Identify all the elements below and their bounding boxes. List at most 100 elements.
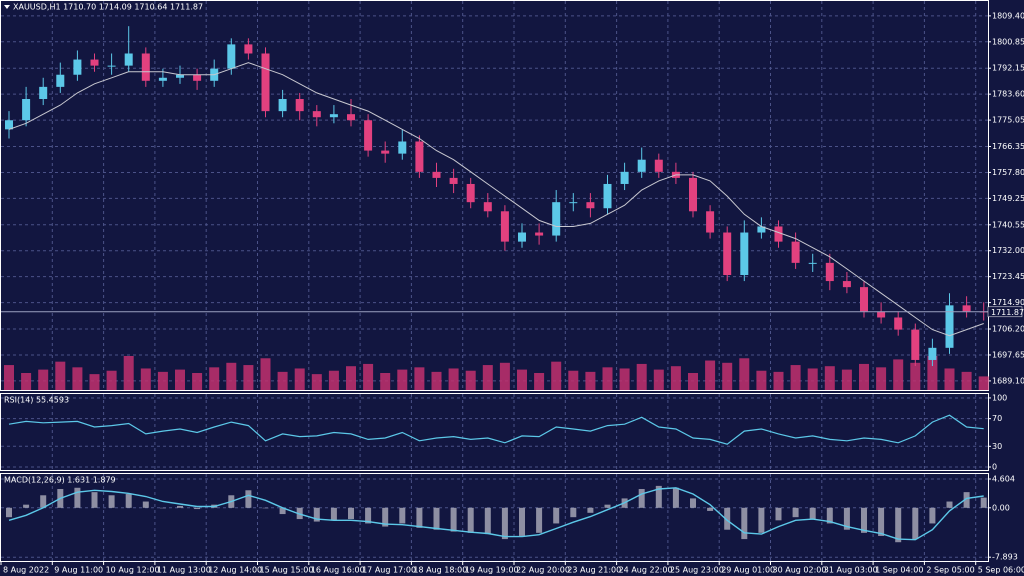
x-tick-label: 2 Sep 05:00	[926, 566, 974, 575]
x-tick-label: 18 Aug 18:00	[413, 566, 467, 575]
histogram-bar	[809, 507, 816, 520]
volume-bar	[670, 366, 681, 390]
x-tick-label: 24 Aug 22:00	[619, 566, 673, 575]
volume-bar	[499, 362, 510, 390]
histogram-bar	[40, 495, 47, 508]
histogram-bar	[484, 507, 491, 535]
candle-body	[774, 226, 783, 242]
symbol-menu-arrow[interactable]	[4, 5, 10, 9]
y-tick-label: 0	[992, 463, 997, 472]
y-tick-label: 1792.15	[992, 64, 1024, 73]
candle-body	[706, 211, 715, 233]
current-price-label: 1711.87	[991, 308, 1024, 317]
x-tick-label: 19 Aug 19:00	[465, 566, 519, 575]
histogram-bar	[878, 507, 885, 536]
x-tick-label: 8 Aug 2022	[3, 566, 49, 575]
candle-body	[398, 141, 407, 154]
histogram-bar	[365, 507, 372, 524]
candle-body	[415, 141, 424, 172]
y-tick-label: 4.604	[992, 474, 1015, 483]
volume-bar	[585, 371, 596, 390]
volume-bar	[89, 374, 100, 390]
candle-body	[552, 202, 561, 236]
x-tick-label: 5 Sep 06:00	[978, 566, 1024, 575]
candle-body	[466, 183, 475, 203]
volume-bar	[465, 370, 476, 390]
histogram-bar	[382, 507, 389, 527]
histogram-bar	[467, 507, 474, 533]
histogram-bar	[690, 498, 696, 508]
histogram-bar	[399, 507, 406, 524]
histogram-bar	[108, 495, 115, 508]
histogram-bar	[604, 504, 611, 508]
volume-bar	[961, 371, 972, 390]
histogram-bar	[775, 507, 782, 521]
candle-body	[449, 177, 458, 184]
histogram-bar	[570, 507, 577, 518]
x-tick-label: 30 Aug 02:00	[773, 566, 827, 575]
candle-body	[808, 262, 817, 264]
histogram-bar	[519, 507, 525, 536]
volume-bar	[893, 359, 904, 390]
histogram-bar	[792, 507, 799, 518]
x-tick-label: 9 Aug 11:00	[54, 566, 103, 575]
histogram-bar	[707, 507, 714, 511]
candle-body	[90, 59, 99, 66]
volume-bar	[739, 358, 750, 390]
macd-panel-frame	[0, 473, 989, 562]
volume-bar	[380, 373, 391, 390]
volume-bar	[910, 362, 921, 390]
volume-bar	[346, 366, 356, 390]
histogram-bar	[946, 501, 953, 508]
volume-bar	[482, 365, 493, 390]
x-tick-label: 17 Aug 17:00	[362, 566, 416, 575]
candle-body	[347, 114, 355, 121]
y-tick-label: 1757.80	[992, 168, 1024, 177]
histogram-bar	[348, 507, 354, 520]
moving-average	[8, 62, 984, 337]
x-tick-label: 25 Aug 23:00	[670, 566, 724, 575]
volume-bar	[876, 367, 887, 390]
x-tick-label: 16 Aug 16:00	[311, 566, 365, 575]
candle-body	[39, 86, 48, 100]
histogram-bar	[177, 505, 183, 508]
volume-bar	[619, 368, 630, 390]
y-tick-label: 0.00	[992, 503, 1010, 512]
candle-body	[329, 114, 338, 118]
volume-bar	[397, 369, 408, 390]
volume-bar	[551, 361, 562, 390]
candle-body	[689, 177, 697, 212]
volume-bar	[123, 356, 134, 390]
candle-body	[740, 232, 749, 275]
volume-bar	[175, 369, 185, 390]
y-tick-label: 1749.25	[992, 194, 1024, 203]
histogram-bar	[758, 507, 765, 533]
volume-bar	[21, 373, 32, 390]
y-tick-label: 1740.55	[992, 220, 1024, 229]
candle-body	[244, 44, 253, 54]
candle-body	[483, 202, 492, 212]
y-tick-label: 1732.00	[992, 246, 1024, 255]
volume-bar	[534, 373, 545, 390]
candle-body	[911, 329, 920, 360]
candle-body	[364, 120, 373, 151]
volume-bar	[311, 374, 322, 390]
y-tick-label: 1689.10	[992, 376, 1024, 385]
candle-body	[141, 53, 150, 81]
y-tick-label: 70	[992, 414, 1002, 423]
y-tick-label: 1697.65	[992, 350, 1024, 359]
x-tick-label: 12 Aug 14:00	[208, 566, 262, 575]
histogram-bar	[450, 507, 457, 532]
volume-bar	[363, 363, 374, 390]
histogram-bar	[929, 507, 936, 524]
candle-body	[278, 99, 287, 112]
volume-bar	[944, 368, 955, 390]
candle-body	[5, 120, 13, 130]
histogram-bar	[843, 507, 850, 530]
volume-bar	[448, 368, 459, 390]
candle-body	[312, 111, 321, 118]
volume-bar	[807, 368, 818, 390]
candle-body	[73, 59, 82, 75]
